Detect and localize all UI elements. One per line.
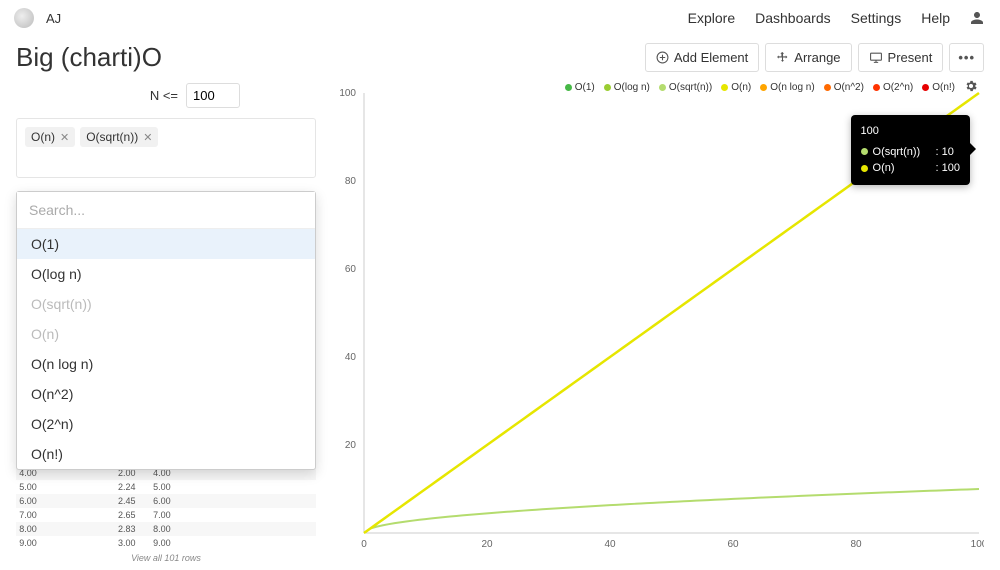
- dropdown-option: O(n): [17, 319, 315, 349]
- remove-tag-icon[interactable]: ✕: [60, 131, 69, 144]
- search-input[interactable]: [17, 192, 315, 229]
- table-row: 8.002.838.00: [16, 522, 316, 536]
- add-element-label: Add Element: [674, 50, 748, 65]
- legend-label: O(n): [731, 82, 751, 93]
- topbar: AJ ExploreDashboardsSettingsHelp: [0, 0, 1000, 36]
- nav-link-settings[interactable]: Settings: [841, 6, 912, 30]
- move-icon: [776, 51, 789, 64]
- legend-swatch: [873, 84, 880, 91]
- dropdown-option[interactable]: O(2^n): [17, 409, 315, 439]
- legend-item[interactable]: O(1): [565, 82, 595, 93]
- svg-text:20: 20: [481, 539, 493, 550]
- svg-text:60: 60: [345, 264, 357, 275]
- legend-label: O(n!): [932, 82, 955, 93]
- legend-item[interactable]: O(log n): [604, 82, 650, 93]
- legend-label: O(n log n): [770, 82, 814, 93]
- svg-text:80: 80: [850, 539, 862, 550]
- legend-swatch: [565, 84, 572, 91]
- legend-label: O(log n): [614, 82, 650, 93]
- gear-icon[interactable]: [964, 79, 978, 96]
- legend-swatch: [824, 84, 831, 91]
- selected-tags[interactable]: O(n) ✕ O(sqrt(n)) ✕: [16, 118, 316, 178]
- arrange-label: Arrange: [794, 50, 840, 65]
- add-element-button[interactable]: Add Element: [645, 43, 759, 72]
- chart-legend: O(1) O(log n) O(sqrt(n)) O(n) O(n log n) O(n^…: [565, 79, 978, 96]
- arrange-button[interactable]: Arrange: [765, 43, 851, 72]
- chart-tooltip: 100 O(sqrt(n)) : 10 O(n) : 100: [851, 115, 970, 185]
- tooltip-swatch: [861, 165, 868, 172]
- n-input[interactable]: [186, 83, 240, 108]
- legend-item[interactable]: O(n): [721, 82, 751, 93]
- page-title: Big (charti)O: [16, 42, 162, 73]
- nav-link-dashboards[interactable]: Dashboards: [745, 6, 841, 30]
- legend-item[interactable]: O(n log n): [760, 82, 814, 93]
- plus-circle-icon: [656, 51, 669, 64]
- dropdown-option[interactable]: O(n log n): [17, 349, 315, 379]
- svg-text:80: 80: [345, 176, 357, 187]
- legend-label: O(2^n): [883, 82, 913, 93]
- n-label: N <=: [150, 88, 178, 103]
- nav-link-explore[interactable]: Explore: [678, 6, 745, 30]
- tooltip-swatch: [861, 148, 868, 155]
- svg-text:100: 100: [971, 539, 984, 550]
- svg-text:0: 0: [361, 539, 367, 550]
- app-logo[interactable]: [14, 8, 34, 28]
- svg-text:40: 40: [345, 352, 357, 363]
- legend-swatch: [760, 84, 767, 91]
- tag[interactable]: O(n) ✕: [25, 127, 75, 147]
- chart-panel: O(1)O(log n)O(sqrt(n))O(n)O(n log n)O(n^…: [334, 83, 984, 563]
- left-panel: N <= O(n)✕O(sqrt(n))✕ O(1)O(log n)O(sqrt…: [16, 83, 316, 563]
- legend-swatch: [721, 84, 728, 91]
- legend-item[interactable]: O(sqrt(n)): [659, 82, 712, 93]
- dropdown-option[interactable]: O(n!): [17, 439, 315, 469]
- legend-item[interactable]: O(n^2): [824, 82, 864, 93]
- dropdown-option: O(sqrt(n)): [17, 289, 315, 319]
- tooltip-row: O(n) : 100: [861, 160, 960, 177]
- tooltip-label: O(sqrt(n)): [873, 144, 931, 161]
- legend-swatch: [922, 84, 929, 91]
- user-name[interactable]: AJ: [46, 11, 61, 26]
- dropdown-option[interactable]: O(1): [17, 229, 315, 259]
- table-row: 7.002.657.00: [16, 508, 316, 522]
- tooltip-row: O(sqrt(n)) : 10: [861, 144, 960, 161]
- titlebar: Big (charti)O Add Element Arrange Presen…: [0, 36, 1000, 83]
- tag-label: O(n): [31, 130, 55, 144]
- present-button[interactable]: Present: [858, 43, 944, 72]
- nav-link-help[interactable]: Help: [911, 6, 960, 30]
- table-row: 5.002.245.00: [16, 480, 316, 494]
- tooltip-header: 100: [861, 123, 960, 140]
- svg-text:60: 60: [727, 539, 739, 550]
- present-label: Present: [888, 50, 933, 65]
- table-row: 6.002.456.00: [16, 494, 316, 508]
- legend-label: O(sqrt(n)): [669, 82, 712, 93]
- legend-swatch: [604, 84, 611, 91]
- legend-item[interactable]: O(2^n): [873, 82, 913, 93]
- legend-swatch: [659, 84, 666, 91]
- svg-text:40: 40: [604, 539, 616, 550]
- svg-text:20: 20: [345, 440, 357, 451]
- tag-label: O(sqrt(n)): [86, 130, 138, 144]
- more-button[interactable]: •••: [949, 43, 984, 72]
- dropdown-option[interactable]: O(n^2): [17, 379, 315, 409]
- legend-label: O(1): [575, 82, 595, 93]
- ellipsis-icon: •••: [958, 50, 975, 65]
- remove-tag-icon[interactable]: ✕: [143, 131, 152, 144]
- legend-label: O(n^2): [834, 82, 864, 93]
- legend-item[interactable]: O(n!): [922, 82, 955, 93]
- user-icon[interactable]: [968, 9, 986, 27]
- tooltip-label: O(n): [873, 160, 931, 177]
- table-row: 9.003.009.00: [16, 536, 316, 550]
- tooltip-value: : 100: [936, 160, 960, 177]
- tag[interactable]: O(sqrt(n)) ✕: [80, 127, 158, 147]
- dropdown-option[interactable]: O(log n): [17, 259, 315, 289]
- svg-text:100: 100: [339, 88, 356, 99]
- monitor-icon: [869, 51, 883, 64]
- options-dropdown: O(1)O(log n)O(sqrt(n))O(n)O(n log n)O(n^…: [16, 191, 316, 470]
- tooltip-value: : 10: [936, 144, 954, 161]
- view-all-link[interactable]: View all 101 rows: [16, 550, 316, 563]
